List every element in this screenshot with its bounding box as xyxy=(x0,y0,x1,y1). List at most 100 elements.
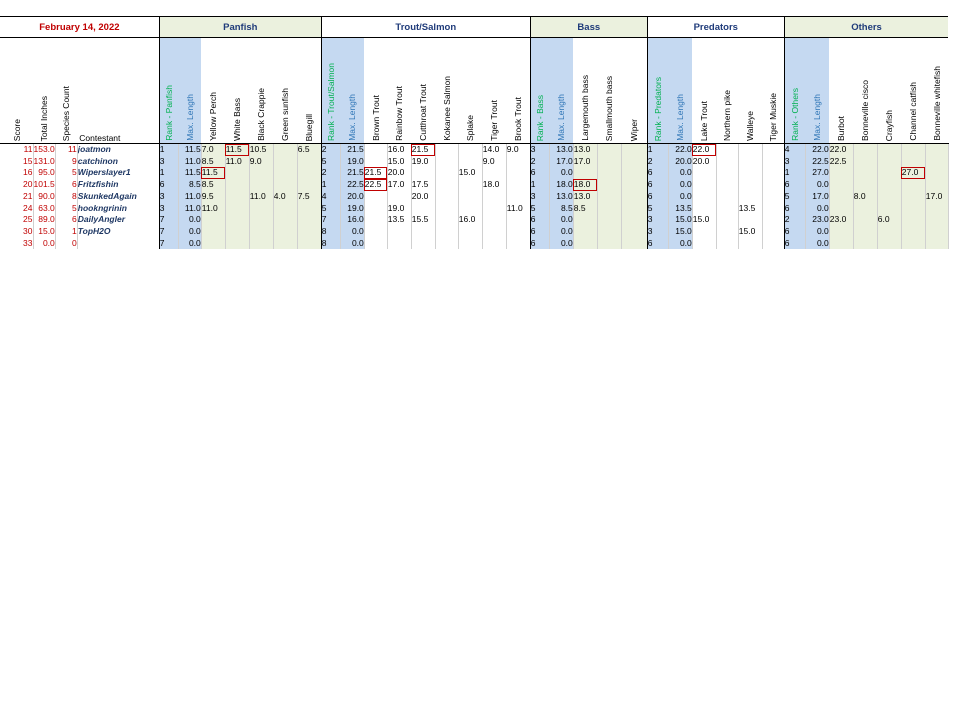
bass-cell xyxy=(597,167,622,180)
panfish-cell: 11.5 xyxy=(225,143,250,156)
col-species-count-label: Species Count xyxy=(61,85,72,141)
predators-cell xyxy=(716,167,739,180)
others-cell: 2 xyxy=(784,214,806,226)
predators-cell: 15.0 xyxy=(668,225,693,238)
contestant-cell xyxy=(77,237,160,250)
col-others-0: Rank - Others xyxy=(784,37,806,144)
others-cell xyxy=(901,155,926,168)
predators-cell xyxy=(716,143,739,156)
col-predators-4: Walleye xyxy=(738,37,763,144)
panfish-cell: 11.5 xyxy=(178,143,202,156)
panfish-cell xyxy=(225,167,250,180)
others-cell xyxy=(877,237,902,250)
panfish-cell xyxy=(225,202,250,215)
others-cell xyxy=(901,179,926,191)
others-cell xyxy=(901,237,926,250)
panfish-cell: 11.0 xyxy=(178,155,202,168)
col-trout-0: Rank - Trout/Salmon xyxy=(321,37,341,144)
trout-cell xyxy=(482,190,507,203)
bass-cell xyxy=(597,214,622,226)
bass-cell xyxy=(573,167,598,180)
others-cell xyxy=(901,190,926,203)
panfish-cell xyxy=(297,214,322,226)
group-trout-salmon: Trout/Salmon xyxy=(321,16,531,38)
species-count-cell: 0 xyxy=(55,237,78,250)
predators-cell xyxy=(692,179,717,191)
panfish-cell: 7.0 xyxy=(201,143,226,156)
others-cell xyxy=(925,143,949,156)
trout-cell xyxy=(435,190,459,203)
species-count-cell: 6 xyxy=(55,179,78,191)
panfish-cell: 0.0 xyxy=(178,214,202,226)
trout-cell xyxy=(364,155,388,168)
trout-cell: 8 xyxy=(321,237,341,250)
predators-cell xyxy=(716,155,739,168)
others-cell: 23.0 xyxy=(805,214,830,226)
trout-cell xyxy=(435,202,459,215)
col-panfish-5: Green sunfish xyxy=(273,37,298,144)
panfish-cell xyxy=(297,179,322,191)
trout-cell: 5 xyxy=(321,155,341,168)
trout-cell xyxy=(387,237,412,250)
predators-cell xyxy=(762,237,785,250)
bass-cell: 17.0 xyxy=(573,155,598,168)
panfish-cell xyxy=(273,179,298,191)
trout-cell xyxy=(435,143,459,156)
bass-cell: 13.0 xyxy=(549,190,574,203)
species-count-cell: 5 xyxy=(55,167,78,180)
panfish-cell: 11.0 xyxy=(178,190,202,203)
col-bass-3: Smallmouth bass xyxy=(597,37,622,144)
col-others-4: Crayfish xyxy=(877,37,902,144)
panfish-cell: 11.0 xyxy=(249,190,274,203)
bass-cell: 8.5 xyxy=(573,202,598,215)
bass-cell: 3 xyxy=(530,190,550,203)
col-score: Score xyxy=(0,37,33,144)
col-trout-6-label: Splake xyxy=(465,115,476,141)
bass-cell: 8.5 xyxy=(549,202,574,215)
predators-cell xyxy=(692,237,717,250)
others-cell: 6 xyxy=(784,225,806,238)
predators-cell: 22.0 xyxy=(692,143,717,156)
col-predators-3: Northern pike xyxy=(716,37,739,144)
others-cell: 4 xyxy=(784,143,806,156)
predators-cell xyxy=(716,237,739,250)
contestant-cell: DailyAngler xyxy=(77,214,160,226)
col-others-0-label: Rank - Others xyxy=(790,88,801,141)
bass-cell: 13.0 xyxy=(573,143,598,156)
trout-cell xyxy=(435,155,459,168)
col-panfish-1: Max. Length xyxy=(178,37,202,144)
trout-cell: 22.5 xyxy=(340,179,365,191)
others-cell xyxy=(877,179,902,191)
bass-cell: 3 xyxy=(530,143,550,156)
col-predators-3-label: Northern pike xyxy=(722,89,733,141)
col-others-2-label: Burbot xyxy=(836,115,847,141)
total-inches-cell: 101.5 xyxy=(33,179,56,191)
col-trout-7: Tiger Trout xyxy=(482,37,507,144)
bass-cell: 5 xyxy=(530,202,550,215)
trout-cell xyxy=(458,190,483,203)
col-trout-5: Kokanee Salmon xyxy=(435,37,459,144)
panfish-cell: 10.5 xyxy=(249,143,274,156)
col-others-1-label: Max. Length xyxy=(812,94,823,141)
others-cell xyxy=(877,143,902,156)
col-predators-4-label: Walleye xyxy=(745,111,756,141)
predators-cell xyxy=(762,225,785,238)
predators-cell: 15.0 xyxy=(738,225,763,238)
predators-cell xyxy=(738,190,763,203)
others-cell: 0.0 xyxy=(805,237,830,250)
table-row: 33 0.0 0 7 0.0 8 0.0 6 0.0 6 0.0 6 0.0 xyxy=(0,237,949,250)
group-panfish: Panfish xyxy=(159,16,322,38)
trout-cell: 17.5 xyxy=(411,179,436,191)
col-others-4-label: Crayfish xyxy=(884,109,895,141)
panfish-cell: 3 xyxy=(159,155,179,168)
col-panfish-2-label: Yellow Perch xyxy=(208,92,219,141)
score-cell: 24 xyxy=(0,202,34,215)
trout-cell xyxy=(364,190,388,203)
col-species-count: Species Count xyxy=(55,37,78,144)
trout-cell: 7 xyxy=(321,214,341,226)
others-cell xyxy=(829,190,854,203)
trout-cell xyxy=(506,190,531,203)
others-cell xyxy=(877,155,902,168)
trout-cell: 9.0 xyxy=(482,155,507,168)
contestant-cell: hookngrinin xyxy=(77,202,160,215)
